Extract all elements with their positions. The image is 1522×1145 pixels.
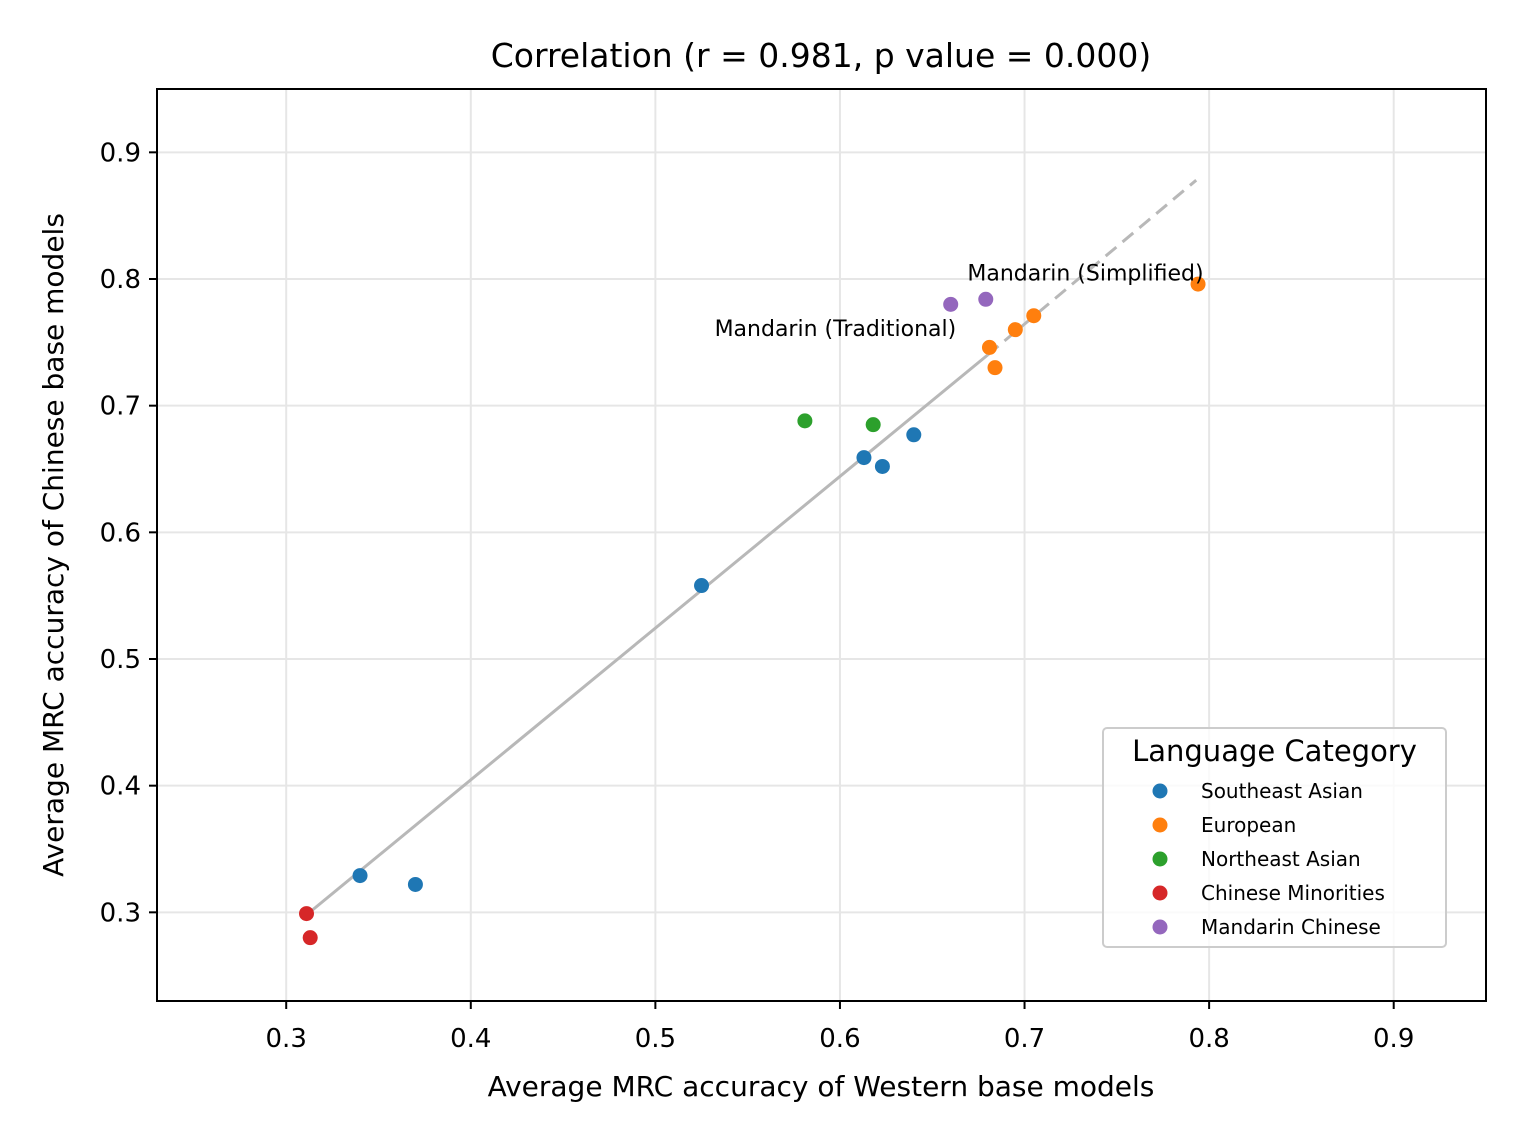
data-point [352, 868, 368, 884]
data-point [856, 450, 872, 466]
fit-line-solid [305, 353, 989, 917]
legend-label: European [1201, 813, 1296, 837]
x-tick-label: 0.5 [635, 1024, 676, 1054]
data-point [694, 578, 710, 594]
annotations: Mandarin (Simplified) Mandarin (Tradition… [715, 261, 1204, 342]
x-tick-label: 0.4 [450, 1024, 491, 1054]
legend-label: Mandarin Chinese [1201, 915, 1381, 939]
legend-label: Chinese Minorities [1201, 881, 1385, 905]
data-point [978, 291, 994, 307]
legend-label: Southeast Asian [1201, 779, 1363, 803]
x-tick-label: 0.3 [266, 1024, 307, 1054]
y-axis-label: Average MRC accuracy of Chinese base mod… [37, 213, 70, 877]
data-point [797, 413, 813, 429]
point-annotation: Mandarin (Traditional) [715, 317, 957, 342]
y-tick-label: 0.8 [100, 265, 141, 295]
data-point [407, 876, 423, 892]
y-tick-label: 0.5 [100, 645, 141, 675]
legend-label: Northeast Asian [1201, 847, 1361, 871]
data-point [302, 930, 318, 946]
y-tick-label: 0.7 [100, 392, 141, 422]
x-axis-label: Average MRC accuracy of Western base mod… [488, 1070, 1155, 1103]
data-point [943, 296, 959, 312]
data-point [1026, 308, 1042, 324]
legend-box [1102, 727, 1447, 948]
legend-marker [1152, 919, 1168, 935]
legend-marker [1152, 817, 1168, 833]
point-annotation: Mandarin (Simplified) [967, 261, 1203, 286]
data-point [1007, 322, 1023, 338]
x-tick-label: 0.9 [1373, 1024, 1414, 1054]
plot-frame [156, 88, 1487, 1002]
data-point [987, 360, 1003, 376]
x-tick-label: 0.8 [1188, 1024, 1229, 1054]
x-tick-label: 0.6 [819, 1024, 860, 1054]
legend-title: Language Category [1132, 734, 1417, 768]
fit-line-dashed [986, 179, 1198, 357]
data-point [981, 339, 997, 355]
x-tick-label: 0.7 [1004, 1024, 1045, 1054]
data-point [299, 906, 315, 922]
legend-marker [1152, 783, 1168, 799]
data-point [906, 427, 922, 443]
y-tick-label: 0.6 [100, 518, 141, 548]
y-tick-label: 0.4 [100, 772, 141, 802]
data-points [299, 276, 1206, 946]
grid-lines [157, 89, 1486, 1001]
y-tick-label: 0.3 [100, 898, 141, 928]
data-point [865, 417, 881, 433]
legend-marker [1152, 885, 1168, 901]
axis-ticks: 0.3 0.4 0.5 0.6 0.7 0.8 0.9 0.3 0.4 0.5 0.6 0.7 0.8 0… [100, 138, 1415, 1054]
chart-title: Correlation (r = 0.981, p value = 0.000) [491, 36, 1152, 75]
legend: Language Category Southeast Asian Europea… [1102, 727, 1447, 948]
data-point [1190, 276, 1206, 292]
data-point [874, 458, 890, 474]
fit-line-group [305, 179, 1198, 917]
y-tick-label: 0.9 [100, 138, 141, 168]
legend-marker [1152, 851, 1168, 867]
legend-items: Southeast Asian European Northeast Asian Ch… [1152, 779, 1385, 939]
